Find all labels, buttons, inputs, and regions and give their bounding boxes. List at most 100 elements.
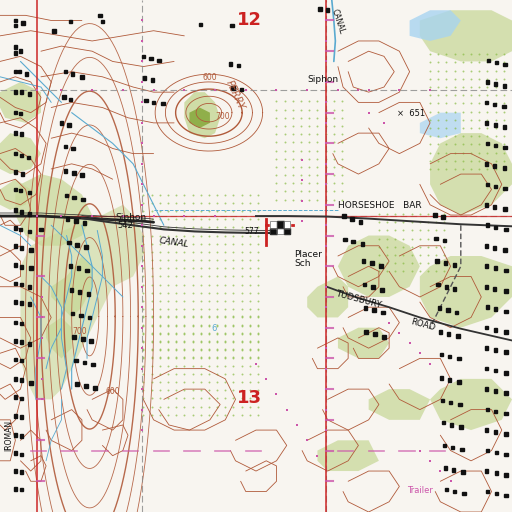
Bar	[270, 221, 277, 228]
Bar	[13, 70, 17, 73]
Bar	[437, 306, 441, 310]
Bar	[19, 453, 24, 457]
Text: 600: 600	[203, 73, 217, 82]
Bar	[13, 90, 17, 94]
Text: 542: 542	[118, 221, 133, 230]
Bar	[495, 471, 499, 475]
Bar	[77, 266, 80, 270]
Bar	[484, 387, 488, 391]
Bar	[66, 217, 70, 221]
Bar	[71, 311, 75, 315]
Bar	[79, 313, 83, 317]
Polygon shape	[184, 92, 220, 138]
Bar	[13, 321, 17, 325]
Bar	[462, 492, 466, 496]
Bar	[452, 468, 456, 472]
Bar	[494, 266, 498, 270]
Bar	[360, 242, 365, 245]
Bar	[457, 356, 461, 360]
Bar	[69, 264, 73, 268]
Polygon shape	[51, 256, 92, 317]
Bar	[318, 7, 322, 11]
Bar	[372, 308, 376, 312]
Text: CANAL: CANAL	[159, 236, 189, 249]
Bar	[373, 332, 377, 336]
Bar	[494, 328, 498, 332]
Bar	[270, 221, 277, 228]
Bar	[13, 152, 17, 156]
Bar	[19, 90, 24, 94]
Bar	[456, 334, 460, 338]
Bar	[433, 213, 437, 217]
Bar	[19, 265, 24, 269]
Bar	[484, 428, 488, 432]
Polygon shape	[369, 389, 430, 420]
Bar	[91, 362, 95, 367]
Bar	[28, 212, 32, 216]
Bar	[13, 487, 17, 490]
Bar	[13, 111, 17, 114]
Bar	[443, 466, 447, 470]
Bar	[453, 287, 457, 291]
Bar	[93, 386, 96, 390]
Bar	[459, 425, 463, 429]
Bar	[502, 104, 506, 108]
Bar	[284, 221, 290, 228]
Bar	[371, 285, 375, 289]
Bar	[485, 182, 489, 186]
Bar	[80, 75, 84, 78]
Bar	[19, 246, 24, 249]
Bar	[451, 445, 455, 450]
Text: IROMAN: IROMAN	[5, 419, 14, 451]
Bar	[485, 223, 489, 227]
Bar	[504, 432, 508, 436]
Polygon shape	[46, 317, 72, 358]
Bar	[434, 237, 438, 240]
Bar	[444, 487, 449, 492]
Bar	[28, 302, 32, 306]
Bar	[142, 76, 146, 79]
Polygon shape	[20, 205, 143, 399]
Bar	[71, 146, 75, 151]
Bar	[98, 13, 101, 17]
Bar	[494, 82, 498, 86]
Bar	[484, 367, 488, 371]
Bar	[484, 469, 488, 473]
Text: 700: 700	[216, 112, 230, 121]
Bar	[503, 125, 506, 129]
Text: Siphon: Siphon	[115, 213, 146, 222]
Bar	[441, 215, 444, 219]
Bar	[493, 287, 497, 291]
Bar	[504, 227, 508, 231]
Bar	[449, 400, 453, 404]
Bar	[13, 226, 17, 229]
Bar	[435, 259, 439, 263]
Bar	[494, 123, 498, 126]
Bar	[484, 346, 488, 350]
Bar	[13, 131, 17, 135]
Bar	[13, 377, 17, 381]
Bar	[441, 421, 445, 424]
Bar	[19, 283, 24, 287]
Bar	[19, 154, 24, 158]
Polygon shape	[420, 256, 512, 328]
Bar	[453, 489, 457, 494]
Bar	[230, 24, 233, 27]
Bar	[362, 283, 367, 287]
Bar	[13, 395, 17, 398]
Bar	[199, 23, 203, 26]
Bar	[344, 238, 347, 241]
Bar	[13, 45, 17, 49]
Bar	[495, 60, 499, 64]
Bar	[68, 241, 71, 244]
Bar	[73, 196, 76, 199]
Bar	[74, 358, 78, 362]
Bar	[144, 98, 147, 102]
Bar	[343, 214, 346, 218]
Text: Siphon: Siphon	[307, 75, 338, 84]
Bar	[237, 63, 241, 67]
Bar	[503, 207, 507, 211]
Bar	[89, 339, 93, 343]
Polygon shape	[15, 174, 92, 246]
Bar	[69, 97, 73, 101]
